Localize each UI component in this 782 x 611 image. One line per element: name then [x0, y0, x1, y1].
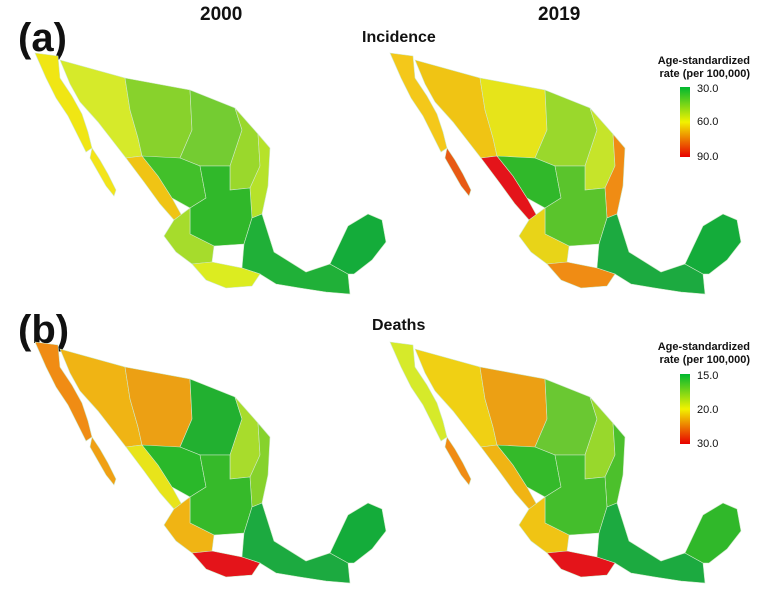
legend-deaths-tick-low: 15.0	[697, 370, 719, 382]
map-incidence-2000-region-baja-south	[89, 147, 117, 197]
panel-b-title: Deaths	[372, 317, 426, 334]
legend-incidence-tick-high: 90.0	[697, 151, 719, 163]
legend-incidence-tick-mid: 60.0	[697, 116, 719, 128]
legend-deaths-title-2: rate (per 100,000)	[659, 354, 751, 366]
legend-incidence-title-2: rate (per 100,000)	[659, 68, 751, 80]
panel-a-title: Incidence	[362, 29, 436, 46]
map-incidence-2000	[34, 52, 387, 295]
legend-deaths-tick-high: 30.0	[697, 438, 719, 450]
map-deaths-2019-region-south	[596, 502, 706, 584]
map-incidence-2000-region-south	[241, 213, 351, 295]
map-deaths-2019	[389, 341, 742, 584]
column-year-2000: 2000	[200, 4, 243, 25]
legend-incidence-tick-low: 30.0	[697, 83, 719, 95]
map-deaths-2000-region-guerrero	[191, 550, 261, 578]
legend-incidence: Age-standardized rate (per 100,000) 30.0…	[640, 55, 751, 163]
map-incidence-2000-region-guerrero	[191, 261, 261, 289]
map-incidence-2019-region-baja-south	[444, 147, 472, 197]
legend-incidence-colorbar	[680, 87, 690, 157]
map-deaths-2000-region-baja-south	[89, 436, 117, 486]
map-deaths-2000	[34, 341, 387, 584]
map-incidence-2019	[389, 52, 742, 295]
column-year-2019: 2019	[538, 4, 581, 25]
legend-deaths: Age-standardized rate (per 100,000) 15.0…	[640, 341, 751, 450]
map-deaths-2019-region-peninsula	[684, 502, 742, 564]
legend-deaths-colorbar	[680, 374, 690, 444]
map-deaths-2000-region-peninsula	[329, 502, 387, 564]
legend-deaths-title-1: Age-standardized	[657, 341, 750, 353]
panel-a-label: (a)	[18, 16, 67, 60]
map-incidence-2000-region-peninsula	[329, 213, 387, 275]
map-incidence-2019-region-guerrero	[546, 261, 616, 289]
map-deaths-2019-region-guerrero	[546, 550, 616, 578]
map-deaths-2000-region-south	[241, 502, 351, 584]
legend-deaths-tick-mid: 20.0	[697, 404, 719, 416]
map-incidence-2019-region-peninsula	[684, 213, 742, 275]
map-incidence-2019-region-south	[596, 213, 706, 295]
legend-incidence-title-1: Age-standardized	[657, 55, 750, 67]
map-deaths-2019-region-baja-south	[444, 436, 472, 486]
